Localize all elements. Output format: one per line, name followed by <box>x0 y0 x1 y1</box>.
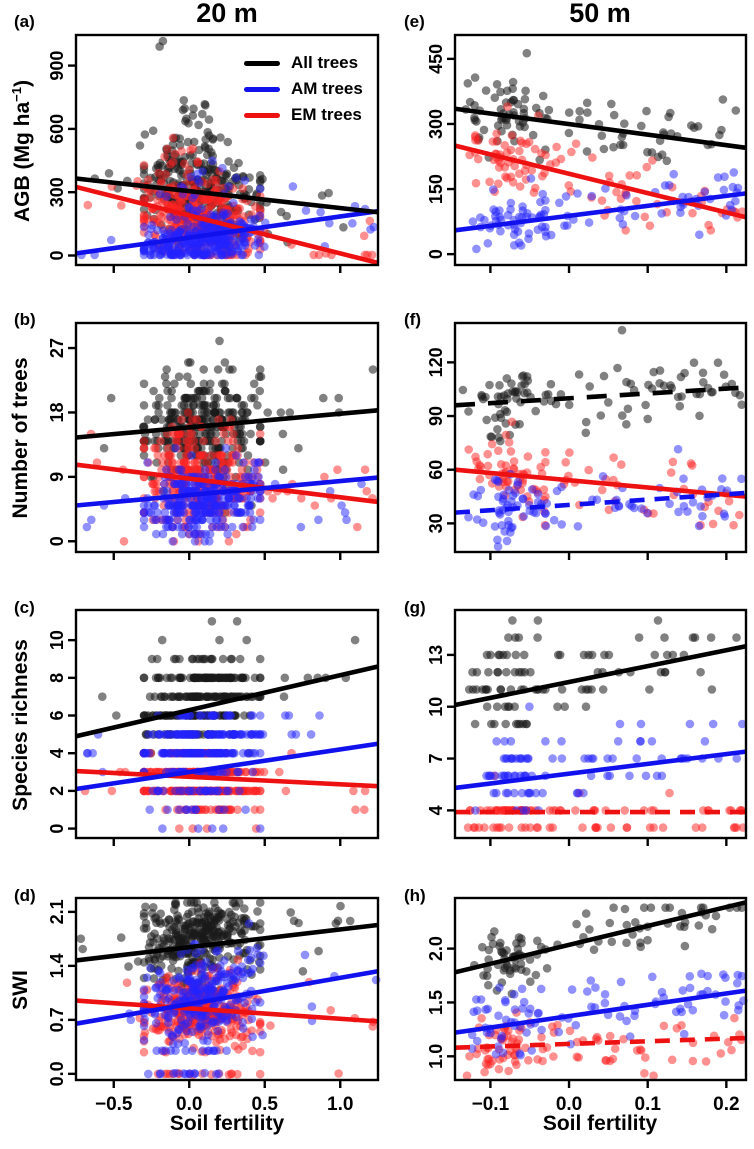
svg-text:90: 90 <box>426 406 446 426</box>
svg-text:2: 2 <box>47 786 67 796</box>
svg-text:1.0: 1.0 <box>327 1094 353 1115</box>
panel-c-plot: 0 2 4 6 8 10 <box>47 608 380 846</box>
column-title-20m: 20 m <box>196 0 258 28</box>
svg-text:450: 450 <box>426 44 446 74</box>
legend-label-em-trees: EM trees <box>291 105 362 124</box>
svg-text:10: 10 <box>47 630 67 650</box>
svg-text:60: 60 <box>426 460 446 480</box>
svg-text:900: 900 <box>47 51 67 81</box>
panel-label-e: (e) <box>404 12 425 31</box>
panel-label-g: (g) <box>404 598 426 617</box>
svg-text:0.0: 0.0 <box>176 1094 202 1115</box>
svg-text:0.7: 0.7 <box>47 1007 67 1032</box>
legend-item-em-trees: EM trees <box>244 102 363 128</box>
svg-text:120: 120 <box>426 347 446 377</box>
svg-text:18: 18 <box>47 402 67 422</box>
svg-text:10: 10 <box>426 697 446 717</box>
svg-text:1.4: 1.4 <box>47 953 67 978</box>
svg-text:600: 600 <box>47 114 67 144</box>
legend-label-all-trees: All trees <box>291 53 359 72</box>
legend-item-am-trees: AM trees <box>244 76 363 102</box>
panel-a-plot: 0 300 600 900 <box>47 33 380 273</box>
em-trees-line-icon <box>244 112 280 118</box>
panel-label-b: (b) <box>14 310 36 329</box>
svg-text:0: 0 <box>47 250 67 260</box>
svg-text:2.1: 2.1 <box>47 899 67 924</box>
svg-text:150: 150 <box>426 174 446 204</box>
column-title-50m: 50 m <box>569 0 631 28</box>
svg-text:0.5: 0.5 <box>252 1094 279 1115</box>
svg-text:0.0: 0.0 <box>47 1061 67 1086</box>
panel-label-c: (c) <box>14 598 35 617</box>
svg-text:7: 7 <box>426 754 446 764</box>
svg-text:0: 0 <box>47 824 67 834</box>
svg-text:300: 300 <box>47 177 67 207</box>
panel-label-h: (h) <box>404 886 426 905</box>
svg-text:300: 300 <box>426 109 446 139</box>
legend-item-all-trees: All trees <box>244 50 363 76</box>
legend-label-am-trees: AM trees <box>291 79 363 98</box>
svg-text:13: 13 <box>426 645 446 665</box>
svg-text:9: 9 <box>47 472 67 482</box>
svg-text:0: 0 <box>47 536 67 546</box>
panel-label-f: (f) <box>404 310 421 329</box>
legend: All trees AM trees EM trees <box>244 50 363 128</box>
svg-text:4: 4 <box>426 805 446 815</box>
svg-text:−0.5: −0.5 <box>95 1094 133 1115</box>
am-trees-line-icon <box>244 86 280 92</box>
svg-text:30: 30 <box>426 513 446 533</box>
panel-label-a: (a) <box>14 12 35 31</box>
panel-label-d: (d) <box>14 886 36 905</box>
panel-e-plot: 0 150 300 450 <box>426 33 748 273</box>
all-trees-line-icon <box>244 60 280 66</box>
panel-h-plot: −0.1 0.0 0.1 0.21.01.52.0 <box>426 896 748 1115</box>
svg-text:27: 27 <box>47 338 67 358</box>
x-axis-label-right: Soil fertility <box>542 1112 658 1135</box>
panel-f-plot: 30 60 90 120 <box>426 321 748 560</box>
panel-d-plot: −0.5 0.0 0.5 1.0 0.0 0.7 1.4 2.1 <box>47 896 381 1115</box>
x-axis-label-left: Soil fertility <box>169 1112 285 1135</box>
svg-text:4: 4 <box>47 748 67 758</box>
y-axis-label-agb-sup: −1 <box>9 87 24 102</box>
svg-text:0: 0 <box>426 249 446 259</box>
svg-text:6: 6 <box>47 711 67 721</box>
panel-b-plot: 0 9 18 27 <box>47 321 380 560</box>
svg-text:8: 8 <box>47 673 67 683</box>
panel-g-plot: 4 7 10 13 <box>426 608 748 846</box>
